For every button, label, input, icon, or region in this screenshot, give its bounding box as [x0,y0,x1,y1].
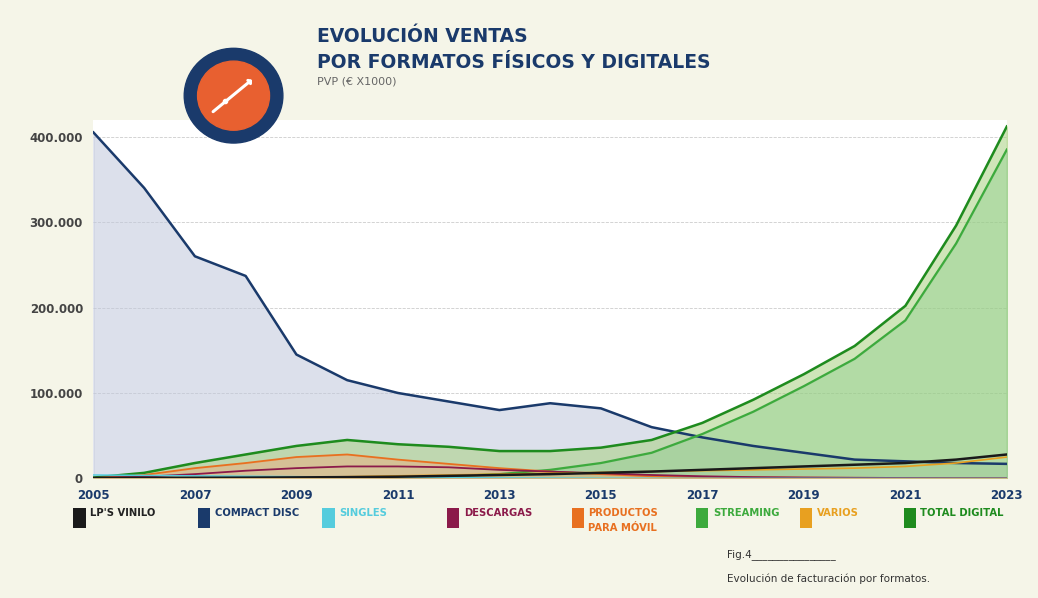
Text: POR FORMATOS FÍSICOS Y DIGITALES: POR FORMATOS FÍSICOS Y DIGITALES [317,53,710,72]
Text: PARA MÓVIL: PARA MÓVIL [589,523,657,533]
Text: EVOLUCIÓN VENTAS: EVOLUCIÓN VENTAS [317,27,527,46]
Bar [198,508,211,528]
Text: SINGLES: SINGLES [339,508,387,518]
Text: LP'S VINILO: LP'S VINILO [90,508,156,518]
Text: STREAMING: STREAMING [713,508,780,518]
Text: TOTAL DIGITAL: TOTAL DIGITAL [921,508,1004,518]
Circle shape [197,61,270,130]
Bar [800,508,813,528]
Text: DESCARGAS: DESCARGAS [464,508,532,518]
Text: Fig.4________________: Fig.4________________ [727,550,836,560]
Bar [904,508,917,528]
Circle shape [184,48,283,143]
Text: PRODUCTOS: PRODUCTOS [589,508,658,518]
Bar [323,508,335,528]
Bar [447,508,460,528]
Bar [74,508,86,528]
Text: COMPACT DISC: COMPACT DISC [215,508,299,518]
Text: Evolución de facturación por formatos.: Evolución de facturación por formatos. [727,573,930,584]
Text: PVP (€ X1000): PVP (€ X1000) [317,77,397,87]
Bar [572,508,584,528]
Text: VARIOS: VARIOS [817,508,858,518]
Bar [696,508,709,528]
